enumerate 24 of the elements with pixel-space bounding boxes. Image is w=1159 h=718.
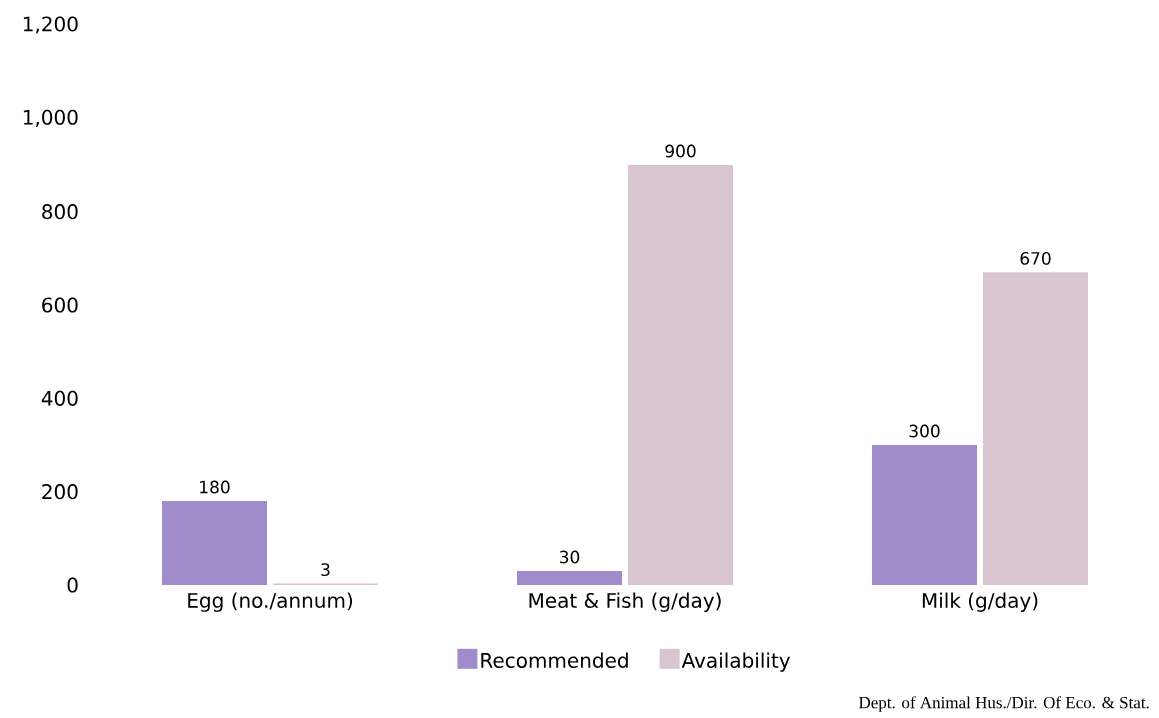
- bar: [872, 445, 977, 585]
- y-tick-label: 0: [67, 577, 78, 593]
- bar: [983, 272, 1088, 585]
- y-tick-label: 1,000: [23, 109, 78, 127]
- y-tick-label: 200: [42, 484, 78, 500]
- data-label: 900: [665, 144, 696, 158]
- x-tick-label: Egg (no./annum): [188, 592, 353, 612]
- x-tick-label: Milk (g/day): [922, 592, 1038, 612]
- legend-label: Availability: [681, 652, 791, 672]
- bar: [628, 164, 733, 585]
- bar: [162, 501, 267, 585]
- bar: [517, 571, 622, 585]
- data-label: 300: [909, 424, 940, 438]
- text: Dept. of Animal Hus./Dir. Of Eco. & Stat.: [858, 696, 1149, 712]
- data-label: 180: [200, 480, 230, 494]
- y-tick-label: 800: [42, 204, 78, 220]
- y-tick-label: 400: [41, 390, 78, 406]
- legend-label: Recommended: [481, 652, 628, 668]
- y-tick-label: 600: [42, 297, 78, 313]
- x-tick-label: Meat & Fish (g/day): [529, 592, 721, 612]
- data-label: 670: [1020, 251, 1051, 265]
- y-tick-label: 1,200: [23, 16, 78, 34]
- data-label: 3: [321, 563, 330, 577]
- data-label: 30: [559, 550, 580, 564]
